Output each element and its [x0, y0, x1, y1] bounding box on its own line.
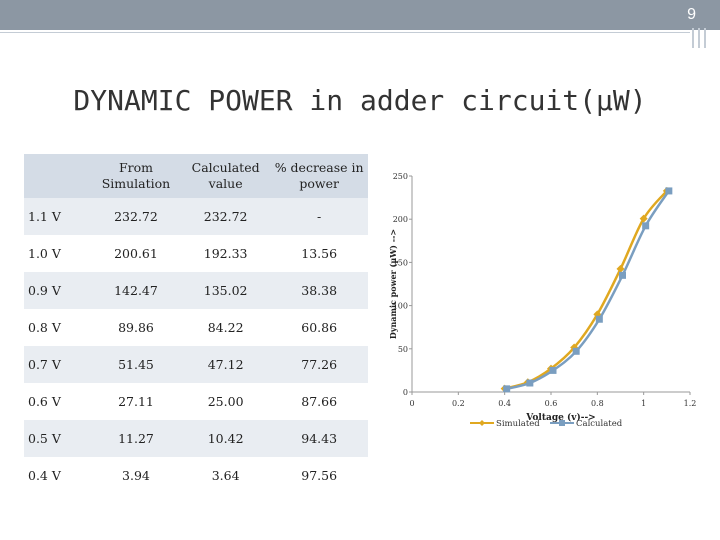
data-point-simulated — [616, 264, 625, 273]
x-tick-label: 0.6 — [545, 399, 558, 408]
table-cell: 25.00 — [180, 383, 271, 420]
table-cell: 200.61 — [91, 235, 181, 272]
table-header-row: From Simulation Calculated value % decre… — [24, 154, 368, 198]
y-tick-label: 0 — [403, 388, 408, 397]
data-point-calculated — [619, 271, 626, 279]
x-tick-label: 0.8 — [591, 399, 604, 408]
table-cell: 51.45 — [91, 346, 181, 383]
decorative-tick — [698, 28, 700, 48]
power-table: From Simulation Calculated value % decre… — [24, 154, 368, 494]
data-point-calculated — [549, 366, 557, 374]
data-point-calculated — [503, 385, 511, 393]
table-cell: 84.22 — [180, 309, 271, 346]
decorative-line — [0, 32, 690, 33]
x-axis-title: Voltage (v)--> — [525, 412, 595, 423]
row-voltage-cell: 0.4 V — [24, 457, 91, 494]
row-voltage-cell: 0.9 V — [24, 272, 91, 309]
table-row: 1.1 V 232.72 232.72- — [24, 198, 368, 235]
header-cell: From Simulation — [91, 154, 181, 198]
row-voltage-cell: 1.1 V — [24, 198, 91, 235]
data-point-calculated — [642, 222, 650, 230]
y-tick-label: 50 — [398, 345, 408, 354]
table-cell: 232.72 — [180, 198, 271, 235]
decorative-tick — [704, 28, 706, 48]
legend-label: Calculated — [576, 419, 623, 429]
row-voltage-cell: 0.5 V — [24, 420, 91, 457]
row-voltage-cell: 0.6 V — [24, 383, 91, 420]
x-tick-label: 0.2 — [452, 399, 465, 408]
decorative-tick — [692, 28, 694, 48]
table-cell: 232.72 — [91, 198, 181, 235]
data-point-calculated — [665, 187, 673, 195]
data-point-calculated — [595, 315, 603, 323]
y-tick-label: 200 — [393, 215, 408, 224]
slide-title: DYNAMIC POWER in adder circuit(µW) — [73, 84, 647, 117]
table-row: 0.9 V 142.47 135.02 38.38 — [24, 272, 368, 309]
x-tick-label: 1.2 — [684, 399, 697, 408]
data-point-simulated — [639, 214, 648, 223]
table-cell: 38.38 — [270, 272, 368, 309]
table-row: 0.4 V 3.94 3.64 97.56 — [24, 457, 368, 494]
x-tick-label: 0 — [409, 399, 414, 408]
data-point-calculated — [572, 347, 580, 355]
table-cell: 192.33 — [180, 235, 271, 272]
header-cell: % decrease in power — [270, 154, 368, 198]
header-cell: Calculated value — [180, 154, 271, 198]
x-tick-label: 1 — [641, 399, 646, 408]
power-vs-voltage-chart: 0 50 100 150 200 250 0 0.2 0.4 0.6 0.8 1 1.2 Dynamic … — [388, 172, 697, 429]
y-tick-label: 250 — [393, 172, 408, 181]
table-cell: 142.47 — [91, 272, 181, 309]
table-row: 0.8 V 89.86 84.22 60.86 — [24, 309, 368, 346]
row-voltage-cell: 0.7 V — [24, 346, 91, 383]
row-voltage-cell: 0.8 V — [24, 309, 91, 346]
table-row: 0.7 V 51.45 47.12 77.26 — [24, 346, 368, 383]
y-tick-label: 100 — [393, 302, 408, 311]
table-cell: 135.02 — [180, 272, 271, 309]
table-row: 1.0 V 200.61 192.33 13.56 — [24, 235, 368, 272]
data-point-calculated — [526, 379, 534, 387]
table-cell: 60.86 — [270, 309, 368, 346]
table-cell: 10.42 — [180, 420, 271, 457]
table-cell: 11.27 — [91, 420, 181, 457]
x-tick-label: 0.4 — [498, 399, 511, 408]
table-cell: 97.56 — [270, 457, 368, 494]
table-cell: 94.43 — [270, 420, 368, 457]
legend-swatch-marker — [479, 420, 485, 426]
table-cell: 27.11 — [91, 383, 181, 420]
table-row: 0.6 V 27.11 25.00 87.66 — [24, 383, 368, 420]
table-row: 0.5 V 11.27 10.42 94.43 — [24, 420, 368, 457]
table-cell: 77.26 — [270, 346, 368, 383]
table-cell: 47.12 — [180, 346, 271, 383]
legend-label: Simulated — [496, 419, 540, 429]
table-cell: 89.86 — [91, 309, 181, 346]
table-cell: 3.94 — [91, 457, 181, 494]
y-axis-title: Dynamic power (µW) --> — [388, 229, 398, 339]
table-cell: 3.64 — [180, 457, 271, 494]
row-voltage-cell: 1.0 V — [24, 235, 91, 272]
page-number: 9 — [687, 6, 696, 23]
y-tick-label: 150 — [393, 258, 408, 267]
table-cell: 87.66 — [270, 383, 368, 420]
top-bar: 9 — [0, 0, 720, 30]
header-cell — [24, 154, 91, 198]
table-cell: - — [270, 198, 368, 235]
table-cell: 13.56 — [270, 235, 368, 272]
legend-swatch-marker — [559, 420, 565, 426]
